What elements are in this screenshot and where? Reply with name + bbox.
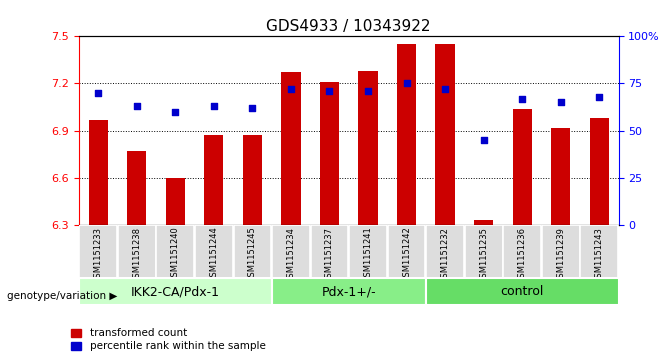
Bar (551, 127, 570, 225)
FancyBboxPatch shape (426, 278, 619, 305)
Point (401, 81, 412, 86)
Legend: transformed count, percentile rank within the sample: transformed count, percentile rank withi… (71, 328, 266, 351)
FancyBboxPatch shape (542, 225, 580, 278)
Title: GDS4933 / 10343922: GDS4933 / 10343922 (266, 19, 431, 34)
Point (132, 103, 142, 109)
Point (594, 94, 605, 99)
Text: IKK2-CA/Pdx-1: IKK2-CA/Pdx-1 (131, 285, 220, 298)
Bar (590, 118, 609, 225)
Text: GSM1151239: GSM1151239 (556, 227, 565, 282)
FancyBboxPatch shape (388, 225, 426, 278)
FancyBboxPatch shape (426, 225, 464, 278)
Point (363, 88, 373, 94)
Bar (127, 151, 146, 225)
Bar (359, 71, 378, 225)
Text: GSM1151245: GSM1151245 (248, 227, 257, 282)
Text: genotype/variation ▶: genotype/variation ▶ (7, 291, 117, 301)
FancyBboxPatch shape (272, 225, 310, 278)
Bar (89, 120, 108, 225)
Text: GSM1151242: GSM1151242 (402, 227, 411, 282)
FancyBboxPatch shape (79, 278, 272, 305)
FancyBboxPatch shape (272, 278, 426, 305)
FancyBboxPatch shape (195, 225, 233, 278)
FancyBboxPatch shape (580, 225, 618, 278)
Point (209, 103, 219, 109)
Bar (397, 44, 416, 225)
Point (170, 109, 180, 115)
Point (247, 105, 258, 111)
Bar (474, 220, 494, 225)
Point (324, 88, 335, 94)
FancyBboxPatch shape (157, 225, 194, 278)
FancyBboxPatch shape (503, 225, 541, 278)
Text: GSM1151241: GSM1151241 (363, 227, 372, 282)
FancyBboxPatch shape (234, 225, 271, 278)
Text: GSM1151236: GSM1151236 (518, 227, 526, 283)
Point (478, 137, 489, 143)
Point (517, 96, 528, 102)
FancyBboxPatch shape (118, 225, 156, 278)
Bar (166, 178, 185, 225)
Point (286, 86, 296, 92)
Text: GSM1151238: GSM1151238 (132, 227, 141, 283)
Point (93, 90, 103, 96)
Text: control: control (501, 285, 544, 298)
Bar (243, 135, 262, 225)
Text: GSM1151235: GSM1151235 (479, 227, 488, 282)
Text: GSM1151240: GSM1151240 (171, 227, 180, 282)
FancyBboxPatch shape (349, 225, 387, 278)
Point (555, 99, 566, 105)
Bar (436, 44, 455, 225)
Text: GSM1151232: GSM1151232 (441, 227, 449, 282)
FancyBboxPatch shape (465, 225, 503, 278)
Bar (513, 109, 532, 225)
Bar (281, 73, 301, 225)
FancyBboxPatch shape (80, 225, 117, 278)
Text: GSM1151237: GSM1151237 (325, 227, 334, 283)
Text: GSM1151243: GSM1151243 (595, 227, 604, 282)
Bar (320, 82, 339, 225)
Text: GSM1151244: GSM1151244 (209, 227, 218, 282)
Point (440, 86, 450, 92)
FancyBboxPatch shape (311, 225, 348, 278)
Bar (204, 135, 224, 225)
Text: GSM1151234: GSM1151234 (286, 227, 295, 282)
Text: GSM1151233: GSM1151233 (93, 227, 103, 283)
Text: Pdx-1+/-: Pdx-1+/- (321, 285, 376, 298)
